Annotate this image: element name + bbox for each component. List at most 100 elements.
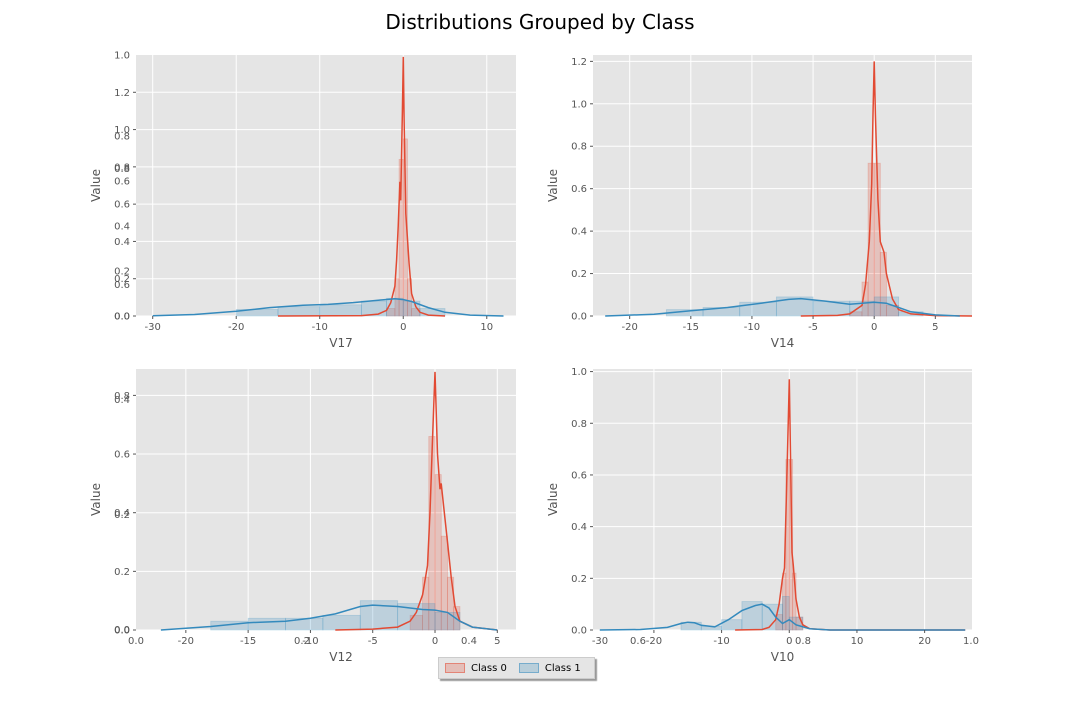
y-tick-label: 0.6 <box>114 450 130 461</box>
hist-bar-class-1 <box>319 304 362 317</box>
x-tick-label: 0 <box>786 636 792 647</box>
kde-line-class-1 <box>605 297 960 317</box>
hist-bar-class-1 <box>277 306 321 317</box>
y-tick-label: 1.2 <box>571 57 587 68</box>
legend-label-class-0: Class 0 <box>471 662 507 674</box>
y-tick-label: 0.4 <box>114 508 130 519</box>
ghost-y-tick-label: 0.2 <box>114 267 130 278</box>
hist-bar-class-1 <box>775 296 814 317</box>
ghost-y-tick-label: 0.8 <box>114 132 130 143</box>
hist-bar-class-1 <box>210 620 249 631</box>
plot-area <box>136 55 516 316</box>
x-axis-label: V17 <box>329 336 352 350</box>
ghost-y-tick-label: 0.4 <box>114 222 130 233</box>
ghost-x-tick-label: 0.6 <box>630 636 646 647</box>
y-tick-label: 0.4 <box>571 522 587 533</box>
x-tick-label: 5 <box>494 636 500 647</box>
hist-bar-class-0 <box>440 535 448 631</box>
y-tick-label: 0.2 <box>114 567 130 578</box>
ghost-x-tick-label: -30 <box>592 636 608 647</box>
y-tick-label: 0.0 <box>114 312 130 323</box>
y-tick-label: 0.8 <box>114 391 130 402</box>
y-tick-label: 0.0 <box>571 312 587 323</box>
y-tick-label: 0.4 <box>114 237 130 248</box>
hist-bar-class-1 <box>322 614 361 631</box>
plot-area <box>136 369 516 630</box>
legend-swatch-class-1 <box>518 663 539 673</box>
y-tick-label: 0.0 <box>571 626 587 637</box>
ghost-x-tick-label: 0.4 <box>461 636 477 647</box>
ghost-x-tick-label: 0.2 <box>294 636 310 647</box>
x-tick-label: -20 <box>646 636 662 647</box>
y-tick-label: 0.6 <box>114 200 130 211</box>
x-tick-label: -5 <box>368 636 378 647</box>
ghost-ticks: 0.00.20.40.60.81.00.60.80.00.20.40.0 0.2 0… <box>114 51 979 648</box>
x-tick-label: -10 <box>302 636 318 647</box>
x-tick-label: -30 <box>145 322 161 333</box>
hist-bar-class-1 <box>739 301 777 317</box>
x-tick-label: -20 <box>228 322 244 333</box>
hist-bar-class-0 <box>775 614 783 631</box>
hist-bar-class-1 <box>741 601 763 631</box>
y-tick-label: 0.8 <box>114 162 130 173</box>
ghost-y-tick-label: 0.6 <box>114 177 130 188</box>
subplot-v14: -20 -15 -10 -5 0 5 0.0 0.2 0.4 0.6 0.8 1.0 1.2 V14 Val… <box>546 55 973 350</box>
y-tick-label: 0.6 <box>571 184 587 195</box>
x-tick-label: 10 <box>480 322 493 333</box>
y-tick-label: 0.8 <box>571 142 587 153</box>
x-tick-label: 0 <box>400 322 406 333</box>
subplot-v10: -20 -10 0 10 20 0.0 0.2 0.4 0.6 0.8 1.0 V10 Value <box>546 367 972 664</box>
plot-area <box>593 369 972 630</box>
x-tick-label: 20 <box>918 636 931 647</box>
x-tick-label: -5 <box>808 322 818 333</box>
legend-label-class-1: Class 1 <box>544 662 581 674</box>
ghost-y-tick-label: 0.0 <box>114 625 130 636</box>
y-tick-label: 0.2 <box>571 269 587 280</box>
legend-entry-class-0: Class 0 <box>445 663 507 674</box>
hist-bar-class-1 <box>873 296 900 317</box>
x-tick-label: -20 <box>622 322 638 333</box>
x-tick-label: -10 <box>713 636 729 647</box>
hist-bar-class-0 <box>867 162 875 317</box>
x-axis-label: V12 <box>329 650 352 664</box>
hist-bar-class-0 <box>407 278 413 317</box>
y-tick-label: 0.8 <box>571 419 587 430</box>
y-tick-label: 1.0 <box>571 367 587 378</box>
x-tick-label: -15 <box>240 636 256 647</box>
x-tick-label: -15 <box>683 322 699 333</box>
x-tick-label: 0 <box>871 322 877 333</box>
ghost-y-tick-label: 0.2 <box>114 510 130 521</box>
hist-bar-class-0 <box>434 474 442 631</box>
y-tick-label: 0.4 <box>571 227 587 238</box>
subplot-v17: -30 -20 -10 0 100.00.20.40.60.81.01.2V17Valu… <box>89 55 516 350</box>
ghost-y-tick-label: 0.0 <box>114 312 130 323</box>
legend-swatch-class-0 <box>445 663 465 673</box>
y-axis-label: Value <box>89 169 103 202</box>
y-tick-label: 1.0 <box>571 99 587 110</box>
kde-line-class-0 <box>735 379 966 631</box>
x-tick-label: -20 <box>178 636 194 647</box>
y-tick-label: 0.2 <box>571 574 587 585</box>
hist-bar-class-1 <box>761 603 783 631</box>
y-axis-label: Value <box>89 483 103 516</box>
legend: Class 0 Class 1 <box>438 657 595 679</box>
y-tick-label: 1.0 <box>114 125 130 136</box>
x-tick-label: 0 <box>432 636 438 647</box>
ghost-y-tick-label: 0.4 <box>114 395 130 406</box>
x-tick-label: -10 <box>744 322 760 333</box>
figure-title: Distributions Grouped by Class <box>385 10 694 34</box>
x-axis-label: V14 <box>771 336 794 350</box>
legend-entry-class-1: Class 1 <box>518 662 581 674</box>
hist-bar-class-0 <box>861 281 869 317</box>
hist-bar-class-1 <box>247 617 286 631</box>
ghost-y-tick-label: 0.6 <box>114 280 130 291</box>
y-tick-label: 0.0 <box>114 626 130 637</box>
kde-line-class-1 <box>160 604 498 631</box>
x-tick-label: 5 <box>932 322 938 333</box>
hist-bar-class-1 <box>782 596 790 631</box>
x-tick-label: -10 <box>312 322 328 333</box>
hist-bar-class-0 <box>386 308 396 317</box>
kde-line-class-0 <box>800 61 973 317</box>
x-axis-label: V10 <box>771 650 794 664</box>
